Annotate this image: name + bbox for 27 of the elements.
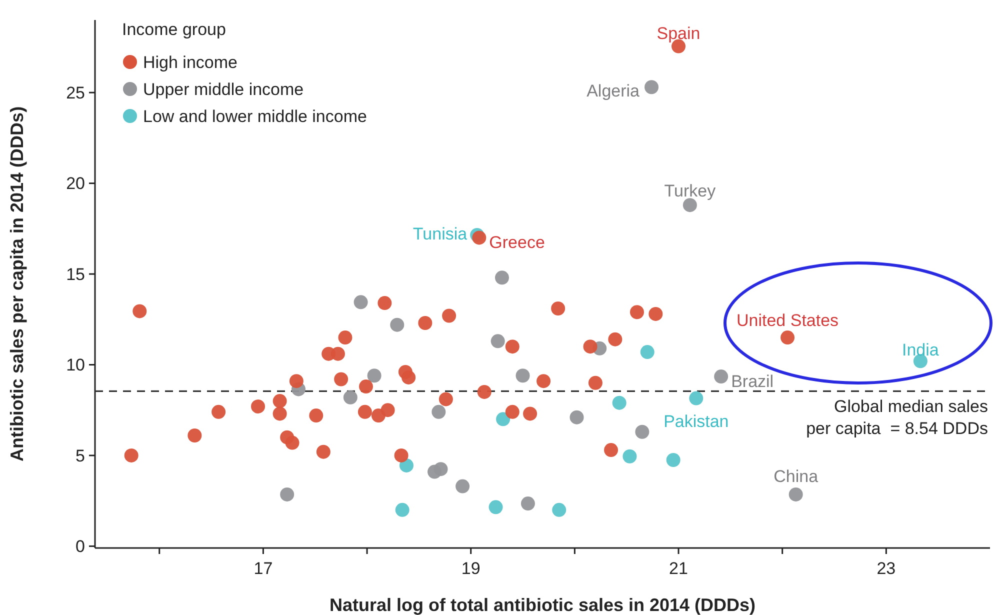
legend-label: Upper middle income: [143, 80, 304, 99]
y-tick-label: 25: [66, 84, 85, 103]
annotation: China: [774, 466, 819, 486]
annotation: Spain: [656, 24, 700, 43]
y-tick-label: 10: [66, 356, 85, 375]
annotation: India: [902, 340, 940, 360]
legend-label: High income: [143, 52, 238, 72]
annotation: Tunisia: [412, 224, 468, 244]
annotation: Algeria: [586, 82, 640, 101]
y-tick-label: 0: [76, 537, 85, 556]
y-tick-label: 20: [66, 174, 85, 194]
annotation: Greece: [489, 233, 545, 252]
y-tick-label: 15: [66, 264, 85, 284]
annotation: Brazil: [731, 372, 774, 392]
legend-title: Income group: [122, 20, 226, 39]
x-axis-title: Natural log of total antibiotic sales in 2014 (DDDs): [329, 595, 756, 615]
x-tick-label: 23: [876, 559, 896, 578]
y-tick-label: 5: [76, 446, 85, 466]
x-tick-label: 17: [254, 559, 273, 578]
legend-label: Low and lower middle income: [143, 106, 367, 126]
annotation: United States: [736, 311, 839, 330]
y-axis-title: Antibiotic sales per capita in 2014 (DDDs): [7, 106, 27, 462]
x-tick-label: 21: [669, 559, 688, 578]
x-tick-label: 19: [461, 559, 480, 578]
ref-line-label: Global median sales per capita = 8.54 DDDs: [806, 397, 988, 438]
annotation: Turkey: [664, 182, 716, 201]
annotation: Pakistan: [664, 412, 729, 431]
